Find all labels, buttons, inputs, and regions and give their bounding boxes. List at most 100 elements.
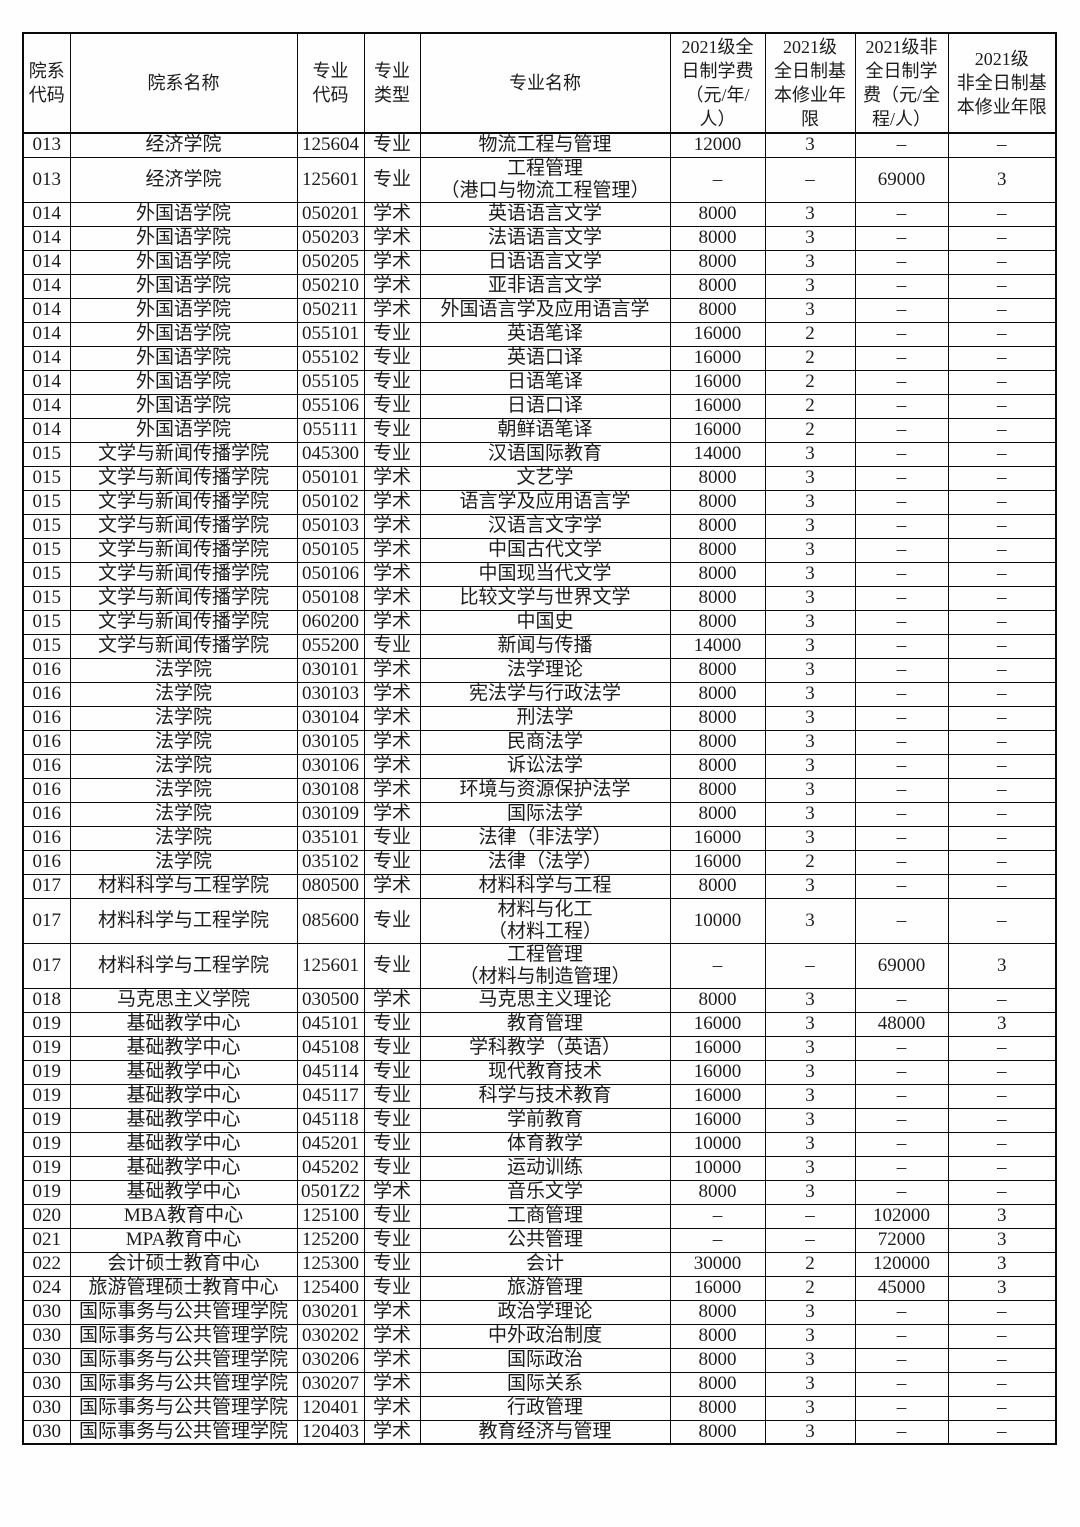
table-cell: 16000 — [669, 1275, 766, 1301]
table-cell: 016 — [22, 657, 71, 683]
table-cell: 055105 — [296, 369, 365, 395]
table-cell: 文学与新闻传播学院 — [69, 441, 298, 467]
table-cell: – — [947, 489, 1057, 515]
table-cell: 16000 — [669, 1059, 766, 1085]
table-cell: – — [854, 849, 949, 875]
table-cell: – — [947, 441, 1057, 467]
table-cell: 8000 — [669, 1371, 766, 1397]
table-cell: – — [947, 1323, 1057, 1349]
table-row: 017 材料科学与工程学院 085600 专业 材料与化工 （材料工程） 10000 3– – — [22, 897, 1057, 944]
table-cell: 专业 — [363, 1155, 421, 1181]
table-cell: 工商管理 — [419, 1203, 671, 1229]
table-cell: – — [854, 987, 949, 1013]
table-cell: 基础教学中心 — [69, 1083, 298, 1109]
table-cell: 125601 — [296, 942, 365, 989]
table-row: 014 外国语学院 055111 专业 朝鲜语笔译 16000 2– – — [22, 417, 1057, 443]
table-cell: – — [854, 1419, 949, 1445]
table-cell: 8000 — [669, 225, 766, 251]
table-cell: 汉语言文字学 — [419, 513, 671, 539]
table-cell: 3 — [764, 585, 856, 611]
table-cell: 055101 — [296, 321, 365, 347]
table-row: 021 MPA教育中心 125200 专业 公共管理 – –72000 3 — [22, 1227, 1057, 1253]
table-cell: – — [854, 132, 949, 158]
table-cell: 3 — [764, 1347, 856, 1373]
table-cell: 021 — [22, 1227, 71, 1253]
table-cell: 日语语言文学 — [419, 249, 671, 275]
table-cell: 022 — [22, 1251, 71, 1277]
table-cell: 16000 — [669, 849, 766, 875]
table-cell: 日语口译 — [419, 393, 671, 419]
table-cell: – — [947, 753, 1057, 779]
table-cell: 3 — [764, 489, 856, 515]
table-cell: – — [947, 321, 1057, 347]
table-cell: 060200 — [296, 609, 365, 635]
table-cell: 3 — [764, 537, 856, 563]
table-cell: 085600 — [296, 897, 365, 944]
table-cell: 014 — [22, 321, 71, 347]
table-cell: 017 — [22, 873, 71, 899]
table-row: 014 外国语学院 055102 专业 英语口译 16000 2– – — [22, 345, 1057, 371]
table-row: 015 文学与新闻传播学院 050105 学术 中国古代文学 8000 3– – — [22, 537, 1057, 563]
table-cell: 3 — [764, 657, 856, 683]
table-cell: – — [947, 345, 1057, 371]
table-cell: 法律（非法学） — [419, 825, 671, 851]
table-cell: 文学与新闻传播学院 — [69, 537, 298, 563]
table-cell: 外国语学院 — [69, 345, 298, 371]
table-cell: 3 — [947, 156, 1057, 203]
table-cell: 050210 — [296, 273, 365, 299]
table-cell: – — [669, 1227, 766, 1253]
table-cell: – — [947, 465, 1057, 491]
table-cell: 8000 — [669, 489, 766, 515]
table-cell: 法律（法学） — [419, 849, 671, 875]
table-cell: 2 — [764, 393, 856, 419]
table-cell: 015 — [22, 465, 71, 491]
table-cell: – — [854, 465, 949, 491]
table-cell: 中国史 — [419, 609, 671, 635]
table-cell: 16000 — [669, 1083, 766, 1109]
table-row: 019 基础教学中心 045117 专业 科学与技术教育 16000 3– – — [22, 1083, 1057, 1109]
table-row: 015 文学与新闻传播学院 050108 学术 比较文学与世界文学 8000 3– – — [22, 585, 1057, 611]
table-cell: 8000 — [669, 1419, 766, 1445]
table-cell: 专业 — [363, 849, 421, 875]
table-cell: 3 — [764, 801, 856, 827]
table-cell: 学术 — [363, 873, 421, 899]
table-cell: 英语语言文学 — [419, 201, 671, 227]
table-cell: 英语笔译 — [419, 321, 671, 347]
column-header-0: 院系 代码 — [22, 32, 71, 134]
tuition-fee-table: 院系 代码 院系名称 专业 代码 专业 类型 专业名称 2021级全 日制学费 （元/年/… — [22, 32, 1057, 1445]
table-cell: 基础教学中心 — [69, 1179, 298, 1205]
table-cell: 新闻与传播 — [419, 633, 671, 659]
table-cell: 专业 — [363, 1083, 421, 1109]
table-cell: 专业 — [363, 1131, 421, 1157]
table-cell: – — [854, 225, 949, 251]
table-cell: – — [947, 1371, 1057, 1397]
table-cell: 学术 — [363, 273, 421, 299]
table-cell: 045300 — [296, 441, 365, 467]
table-cell: – — [854, 1395, 949, 1421]
table-cell: – — [854, 441, 949, 467]
table-cell: 基础教学中心 — [69, 1035, 298, 1061]
table-cell: 013 — [22, 132, 71, 158]
table-row: 019 基础教学中心 045108 专业 学科教学（英语） 16000 3– – — [22, 1035, 1057, 1061]
table-cell: – — [854, 249, 949, 275]
table-cell: – — [854, 1347, 949, 1373]
table-row: 019 基础教学中心 0501Z2 学术 音乐文学 8000 3– – — [22, 1179, 1057, 1205]
table-cell: 公共管理 — [419, 1227, 671, 1253]
table-cell: 3 — [947, 942, 1057, 989]
table-row: 015 文学与新闻传播学院 055200 专业 新闻与传播 14000 3– – — [22, 633, 1057, 659]
table-cell: 现代教育技术 — [419, 1059, 671, 1085]
table-cell: 3 — [764, 825, 856, 851]
table-cell: – — [854, 1059, 949, 1085]
table-cell: 16000 — [669, 345, 766, 371]
table-cell: 专业 — [363, 1035, 421, 1061]
table-cell: 16000 — [669, 321, 766, 347]
table-cell: 0501Z2 — [296, 1179, 365, 1205]
table-cell: 学术 — [363, 297, 421, 323]
table-cell: 法学院 — [69, 657, 298, 683]
table-cell: 音乐文学 — [419, 1179, 671, 1205]
table-cell: 物流工程与管理 — [419, 132, 671, 158]
table-cell: 3 — [764, 1059, 856, 1085]
table-cell: 法语语言文学 — [419, 225, 671, 251]
table-cell: – — [947, 1419, 1057, 1445]
